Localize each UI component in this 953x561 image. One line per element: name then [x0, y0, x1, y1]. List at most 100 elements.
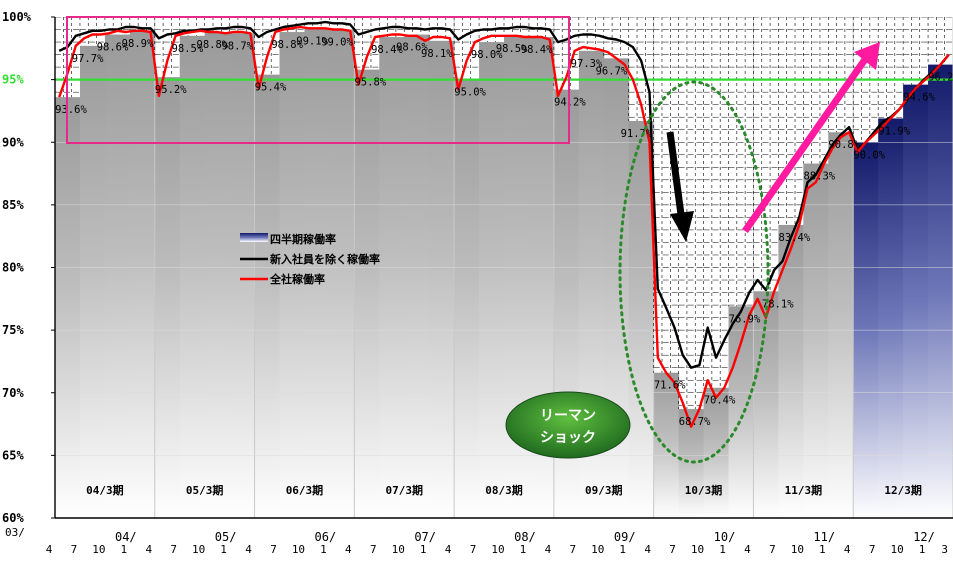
- month-tick-label: 7: [769, 543, 776, 556]
- month-tick-label: 4: [46, 543, 53, 556]
- fiscal-period-label: 05/3期: [186, 483, 224, 497]
- month-tick-label: 7: [869, 543, 876, 556]
- year-tick-label: 08/: [514, 530, 536, 544]
- data-labels: 93.6%97.7%98.6%98.9%95.2%98.5%98.8%98.7%…: [55, 35, 953, 428]
- quarter-bar: [379, 37, 405, 518]
- year-tick-label: 04/: [115, 530, 137, 544]
- fiscal-period-label: 07/3期: [385, 483, 423, 497]
- data-label: 83.4%: [779, 232, 811, 244]
- month-tick-label: 10: [292, 543, 305, 556]
- month-tick-label: 4: [744, 543, 751, 556]
- data-label: 96.2%: [928, 72, 953, 84]
- month-tick-label: 7: [170, 543, 177, 556]
- quarter-bar: [928, 64, 953, 518]
- data-label: 98.1%: [421, 48, 453, 60]
- month-tick-label: 4: [245, 543, 252, 556]
- axes: 60% 65% 70% 75% 80% 85% 90% 95% 100% 04/3期 05/3期 06…: [2, 10, 953, 556]
- quarter-bar: [878, 118, 904, 518]
- data-label: 98.0%: [471, 49, 503, 61]
- data-label: 94.2%: [554, 97, 586, 109]
- month-tick-label: 7: [570, 543, 577, 556]
- data-label: 99.1%: [296, 35, 328, 47]
- month-tick-label: 7: [370, 543, 377, 556]
- y-tick-label: 75%: [2, 323, 24, 337]
- year-tick-label: 06/: [315, 530, 337, 544]
- month-tick-label: 10: [890, 543, 903, 556]
- quarter-bar: [803, 163, 829, 518]
- year-tick-label: 11/: [813, 530, 835, 544]
- data-label: 95.8%: [354, 77, 386, 89]
- quarterly-bars: [55, 28, 953, 518]
- year-tick-label: 07/: [414, 530, 436, 544]
- quarter-bar: [828, 132, 854, 518]
- fiscal-period-label: 11/3期: [785, 483, 823, 497]
- month-tick-label: 7: [470, 543, 477, 556]
- month-tick-label: 1: [121, 543, 128, 556]
- highlight-box: [66, 16, 570, 144]
- end-tick-label: 3: [941, 543, 948, 556]
- quarter-bar: [55, 97, 81, 518]
- data-label: 97.7%: [72, 53, 104, 65]
- lehman-badge: [505, 391, 631, 459]
- month-tick-label: 1: [520, 543, 527, 556]
- data-label: 91.9%: [878, 125, 910, 137]
- quarter-bar: [903, 84, 929, 518]
- quarter-bar: [129, 30, 156, 518]
- year-tick-label: 09/: [614, 530, 636, 544]
- data-label: 98.8%: [271, 39, 303, 51]
- data-label: 98.5%: [172, 43, 204, 55]
- month-tick-label: 10: [192, 543, 205, 556]
- data-label: 98.5%: [496, 43, 528, 55]
- month-tick-label: 10: [92, 543, 105, 556]
- quarter-bar: [104, 34, 131, 518]
- quarter-bar: [778, 224, 804, 518]
- month-tick-label: 4: [844, 543, 851, 556]
- badge-text-line2: ショック: [540, 430, 596, 446]
- quarter-bar: [204, 32, 231, 518]
- series-line-company-wide: [58, 25, 950, 428]
- data-label: 95.4%: [255, 82, 287, 94]
- fiscal-period-label: 10/3期: [685, 483, 723, 497]
- year-tick-label: 05/: [215, 530, 237, 544]
- y-tick-label: 95%: [2, 73, 24, 87]
- quarter-bar: [79, 45, 106, 518]
- quarter-bar: [429, 40, 455, 518]
- fiscal-period-label: 04/3期: [86, 483, 124, 497]
- legend-label: 新入社員を除く稼働率: [270, 252, 380, 266]
- y-tick-label: 100%: [2, 10, 32, 24]
- month-tick-label: 1: [320, 543, 327, 556]
- month-tick-label: 10: [791, 543, 804, 556]
- month-tick-label: 1: [420, 543, 427, 556]
- data-label: 68.7%: [679, 416, 711, 428]
- month-tick-label: 10: [491, 543, 504, 556]
- data-label: 88.3%: [803, 171, 835, 183]
- quarter-bar: [154, 77, 181, 518]
- month-tick-label: 4: [445, 543, 452, 556]
- quarter-bar: [279, 32, 305, 518]
- data-label: 96.7%: [596, 65, 628, 77]
- quarter-bar: [628, 120, 655, 518]
- data-label: 76.9%: [729, 313, 761, 325]
- month-tick-label: 10: [691, 543, 704, 556]
- month-tick-label: 1: [220, 543, 227, 556]
- quarter-bar: [753, 291, 779, 518]
- fiscal-period-label: 12/3期: [884, 483, 922, 497]
- y-tick-label: 70%: [2, 386, 24, 400]
- quarter-bar: [703, 387, 729, 518]
- month-tick-label: 4: [545, 543, 552, 556]
- up-arrow-head: [854, 42, 880, 70]
- badge-text-line1: リーマン: [540, 408, 596, 424]
- quarter-bar: [179, 35, 206, 518]
- month-tick-label: 10: [392, 543, 405, 556]
- up-arrow-shaft: [742, 55, 869, 234]
- data-label: 97.3%: [571, 58, 603, 70]
- down-arrow-shaft: [666, 131, 686, 223]
- data-label: 70.4%: [704, 395, 736, 407]
- data-label: 98.9%: [122, 38, 154, 50]
- data-label: 98.4%: [371, 44, 403, 56]
- legend-label: 四半期稼働率: [270, 232, 336, 246]
